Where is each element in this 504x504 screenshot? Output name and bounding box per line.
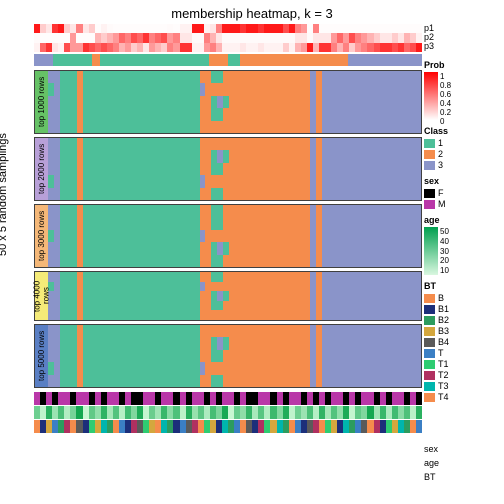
y-axis-label: 50 x 5 random samplings: [0, 133, 9, 256]
probability-tracks: [34, 24, 422, 52]
legend-panel: Prob10.80.60.40.20Class123sexFMage504030…: [424, 60, 500, 408]
class-track: [34, 54, 422, 66]
chart-title: membership heatmap, k = 3: [0, 6, 504, 21]
heatmap-panels: top 1000 rowstop 2000 rowstop 3000 rowst…: [34, 70, 422, 388]
prob-track-labels: p1p2p3: [424, 24, 434, 51]
annotation-tracks: [34, 391, 422, 433]
anno-track-labels: sexageBT: [424, 442, 439, 484]
heatmap-plot: top 1000 rowstop 2000 rowstop 3000 rowst…: [34, 24, 422, 488]
